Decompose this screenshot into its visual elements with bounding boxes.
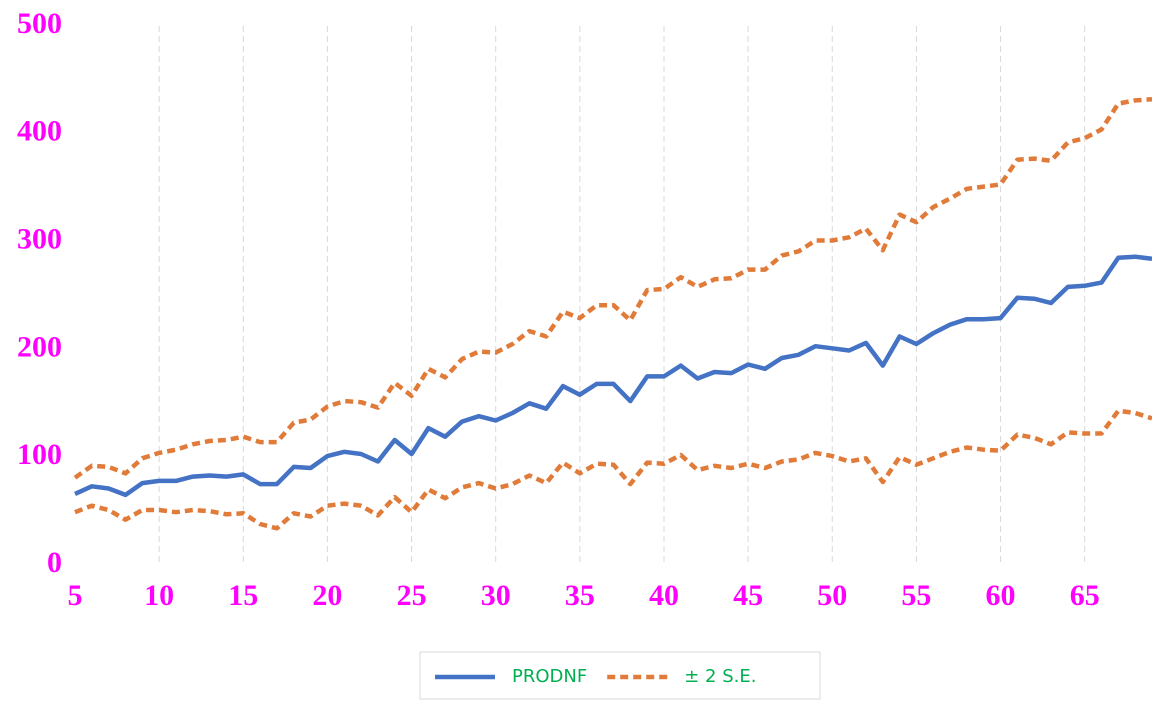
x-tick-label: 10 xyxy=(144,579,174,612)
y-tick-label: 300 xyxy=(17,222,62,255)
x-tick-label: 5 xyxy=(68,579,83,612)
y-tick-label: 0 xyxy=(47,546,62,579)
data-line xyxy=(73,97,1152,480)
x-tick-label: 40 xyxy=(649,579,679,612)
y-tick-label: 500 xyxy=(17,7,62,40)
x-tick-label: 45 xyxy=(733,579,763,612)
data-line xyxy=(74,254,1152,498)
x-tick-label: 65 xyxy=(1070,579,1100,612)
x-tick-label: 60 xyxy=(986,579,1016,612)
legend-label: ± 2 S.E. xyxy=(684,666,756,687)
x-tick-label: 50 xyxy=(817,579,847,612)
x-tick-label: 25 xyxy=(397,579,427,612)
x-tick-label: 35 xyxy=(565,579,595,612)
x-tick-label: 20 xyxy=(312,579,342,612)
y-tick-label: 100 xyxy=(17,438,62,471)
grid xyxy=(158,26,1086,565)
x-tick-label: 55 xyxy=(901,579,931,612)
plot xyxy=(73,97,1152,531)
x-tick-label: 30 xyxy=(481,579,511,612)
x-tick-label: 15 xyxy=(228,579,258,612)
y-tick-label: 200 xyxy=(17,330,62,363)
legend-label: PRODNF xyxy=(512,666,587,687)
data-line xyxy=(74,408,1152,531)
y-tick-label: 400 xyxy=(17,115,62,148)
